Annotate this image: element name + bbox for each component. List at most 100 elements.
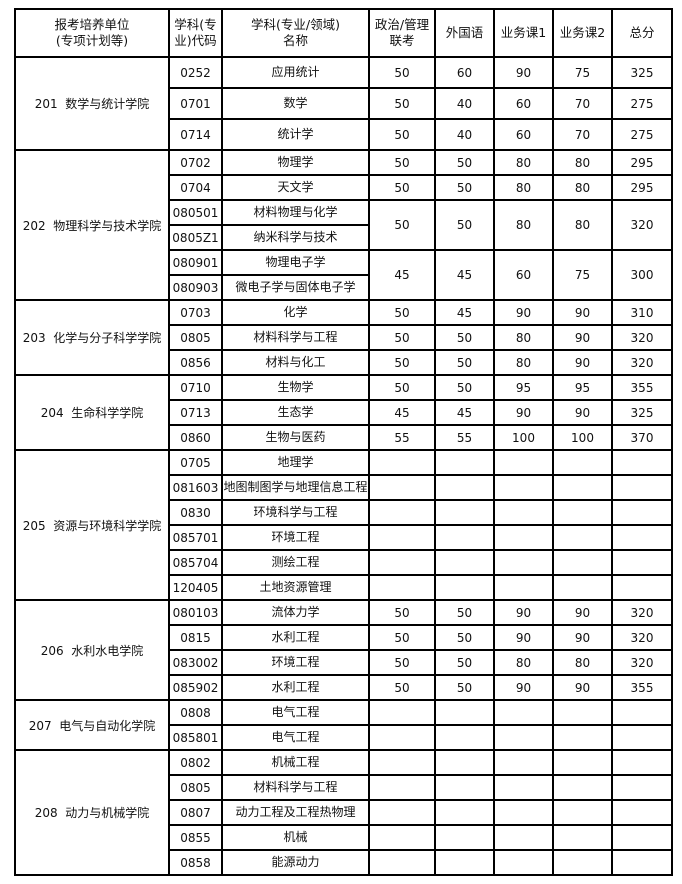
course2-score [552,824,613,851]
subject-name: 地理学 [221,449,370,476]
total-score: 370 [611,424,673,451]
table-row: 085704 测绘工程 [15,549,673,576]
table-row: 206 水利水电学院 080103 流体力学 50 50 90 90 320 [14,599,673,701]
politics-score: 50 [368,199,436,251]
subject-code: 083002 [168,649,223,676]
foreign-language-score: 45 [434,249,495,301]
course1-score [493,449,554,476]
politics-score: 50 [368,56,436,89]
course2-score [552,724,613,751]
header-name: 学科(专业/领域) 名称 [221,8,370,58]
politics-score: 50 [368,118,436,151]
subject-code: 0856 [168,349,223,376]
table-row: 085701 环境工程 [15,524,673,551]
subject-name: 流体力学 [221,599,370,626]
subject-code: 0830 [168,499,223,526]
subject-name: 水利工程 [221,624,370,651]
total-score [611,799,673,826]
politics-score: 50 [368,674,436,701]
course1-score: 90 [493,599,554,626]
foreign-language-score [434,499,495,526]
course1-score [493,724,554,751]
course2-score [552,549,613,576]
subject-code: 080501 [168,199,223,226]
table-row: 0830 环境科学与工程 [15,499,673,526]
total-score: 320 [611,349,673,376]
foreign-language-score: 50 [434,649,495,676]
foreign-language-score [434,774,495,801]
total-score [611,724,673,751]
course2-score [552,799,613,826]
subject-name: 生态学 [221,399,370,426]
course1-score [493,699,554,726]
subject-name: 生物与医药 [221,424,370,451]
course2-score [552,474,613,501]
course1-score: 90 [493,56,554,89]
politics-score [368,749,436,776]
course1-score: 95 [493,374,554,401]
table-row: 085902 水利工程 50 50 90 90 355 [15,674,673,701]
foreign-language-score: 50 [434,174,495,201]
subject-name: 材料与化工 [221,349,370,376]
subject-code: 0702 [168,149,223,176]
course1-score: 80 [493,174,554,201]
politics-score [368,699,436,726]
subject-code: 0701 [168,87,223,120]
table-row: 205 资源与环境科学学院 0705 地理学 [14,449,673,601]
total-score: 295 [611,174,673,201]
subject-code: 0710 [168,374,223,401]
course2-score: 90 [552,624,613,651]
politics-score [368,549,436,576]
foreign-language-score [434,849,495,876]
politics-score: 55 [368,424,436,451]
course1-score [493,774,554,801]
total-score: 320 [611,599,673,626]
subject-code: 0714 [168,118,223,151]
subject-code: 0855 [168,824,223,851]
total-score: 320 [611,324,673,351]
table-row: 0805Z1 纳米科学与技术 [15,224,672,251]
table-row: 0807 动力工程及工程热物理 [15,799,673,826]
politics-score [368,574,436,601]
subject-name: 测绘工程 [221,549,370,576]
total-score: 355 [611,374,673,401]
subject-code: 0807 [168,799,223,826]
header-course2: 业务课2 [552,8,613,58]
table-row: 081603 地图制图学与地理信息工程 [15,474,673,501]
politics-score: 50 [368,299,436,326]
table-row: 201 数学与统计学院 0252 应用统计 50 60 90 75 325 [14,56,673,151]
subject-code: 085701 [168,524,223,551]
table-row: 080903 微电子学与固体电子学 [15,274,672,301]
foreign-language-score: 50 [434,374,495,401]
table-row: 204 生命科学学院 0710 生物学 50 50 95 95 355 [14,374,673,451]
politics-score: 50 [368,174,436,201]
total-score [611,549,673,576]
header-row: 报考培养单位 (专项计划等) 学科(专 业)代码 学科(专业/领域) 名称 政治… [14,8,673,58]
subject-code: 085801 [168,724,223,751]
subject-name: 机械工程 [221,749,370,776]
header-foreign-language: 外国语 [434,8,495,58]
college-name: 201 数学与统计学院 [14,56,170,151]
politics-score [368,799,436,826]
subject-code: 085704 [168,549,223,576]
subject-code: 0252 [168,56,223,89]
politics-score [368,774,436,801]
politics-score: 45 [368,249,436,301]
subject-name: 生物学 [221,374,370,401]
table-row: 202 物理科学与技术学院 0702 物理学 50 50 80 80 295 [14,149,673,301]
foreign-language-score [434,449,495,476]
total-score: 275 [611,87,673,120]
subject-name: 天文学 [221,174,370,201]
course2-score: 80 [552,149,613,176]
course2-score: 90 [552,349,613,376]
total-score: 320 [611,199,673,251]
politics-score [368,824,436,851]
foreign-language-score [434,574,495,601]
subject-name: 应用统计 [221,56,370,89]
course1-score: 90 [493,299,554,326]
politics-score [368,724,436,751]
foreign-language-score: 50 [434,349,495,376]
foreign-language-score: 45 [434,399,495,426]
foreign-language-score [434,724,495,751]
subject-name: 环境工程 [221,649,370,676]
